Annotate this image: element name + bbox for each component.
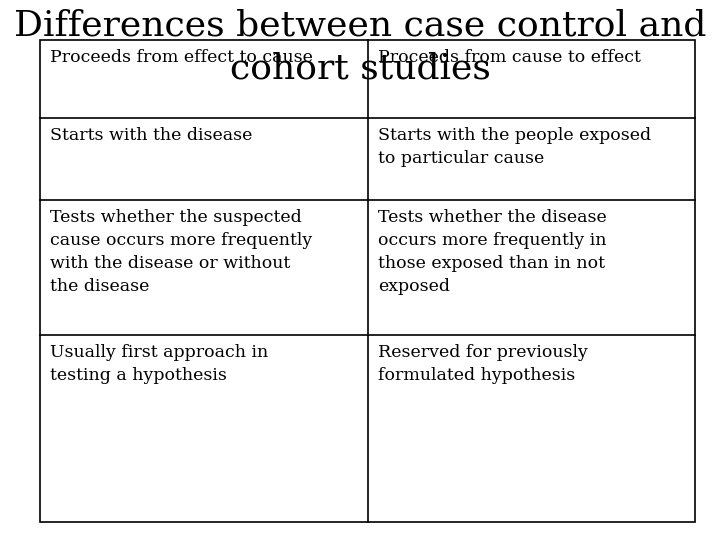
Text: Differences between case control and
cohort studies: Differences between case control and coh… bbox=[14, 8, 706, 85]
Text: Starts with the disease: Starts with the disease bbox=[50, 127, 253, 144]
Text: Tests whether the disease
occurs more frequently in
those exposed than in not
ex: Tests whether the disease occurs more fr… bbox=[378, 209, 607, 294]
Bar bbox=[40, 40, 695, 522]
Text: Proceeds from cause to effect: Proceeds from cause to effect bbox=[378, 49, 641, 66]
Text: Starts with the people exposed
to particular cause: Starts with the people exposed to partic… bbox=[378, 127, 651, 167]
Text: Reserved for previously
formulated hypothesis: Reserved for previously formulated hypot… bbox=[378, 344, 588, 384]
Text: Tests whether the suspected
cause occurs more frequently
with the disease or wit: Tests whether the suspected cause occurs… bbox=[50, 209, 312, 294]
Text: Proceeds from effect to cause: Proceeds from effect to cause bbox=[50, 49, 313, 66]
Text: Usually first approach in
testing a hypothesis: Usually first approach in testing a hypo… bbox=[50, 344, 269, 384]
